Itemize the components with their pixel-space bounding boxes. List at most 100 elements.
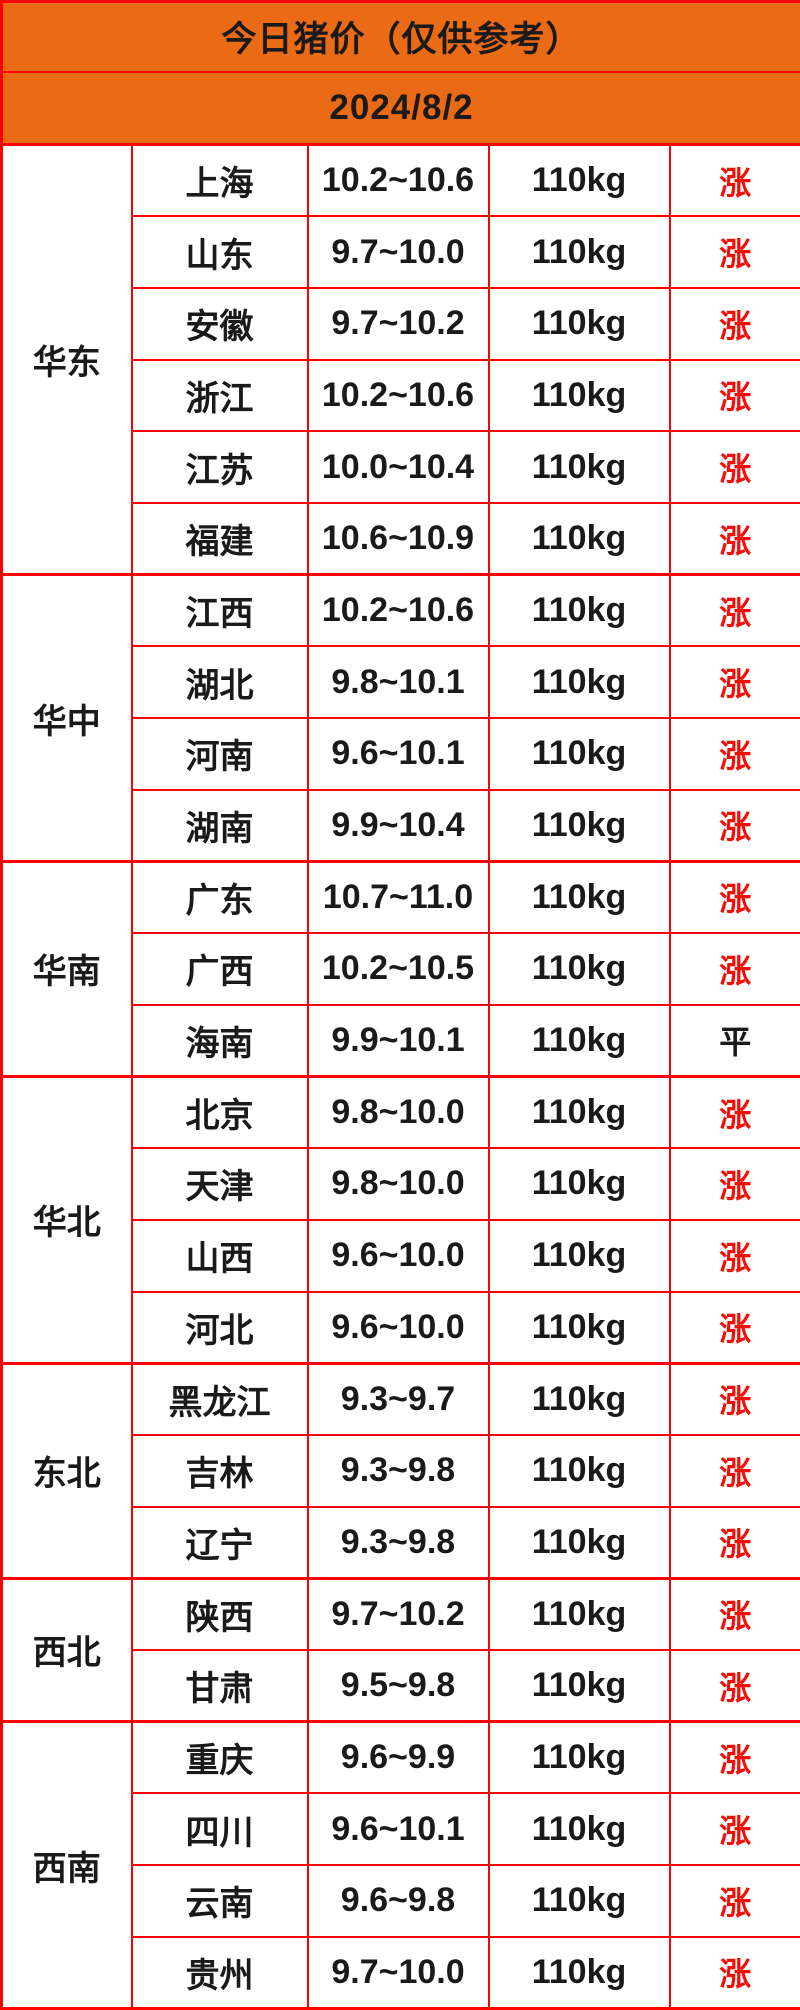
weight-cell: 110kg [489, 718, 670, 790]
province-cell: 山东 [132, 216, 308, 288]
weight-cell: 110kg [489, 1650, 670, 1722]
price-cell: 10.2~10.6 [308, 145, 489, 217]
province-cell: 广西 [132, 933, 308, 1005]
weight-cell: 110kg [489, 933, 670, 1005]
price-cell: 10.7~11.0 [308, 861, 489, 933]
region-cell: 华中 [2, 575, 132, 862]
weight-cell: 110kg [489, 1363, 670, 1435]
price-cell: 9.8~10.0 [308, 1148, 489, 1220]
status-cell: 涨 [670, 288, 800, 360]
region-cell: 西南 [2, 1722, 132, 2009]
status-cell: 涨 [670, 790, 800, 862]
province-cell: 上海 [132, 145, 308, 217]
price-cell: 9.6~9.9 [308, 1722, 489, 1794]
province-cell: 广东 [132, 861, 308, 933]
weight-cell: 110kg [489, 575, 670, 647]
date-row: 2024/8/2 [2, 72, 800, 145]
status-cell: 涨 [670, 718, 800, 790]
weight-cell: 110kg [489, 1865, 670, 1937]
price-cell: 9.6~10.1 [308, 1793, 489, 1865]
province-cell: 江苏 [132, 431, 308, 503]
price-cell: 9.9~10.1 [308, 1005, 489, 1077]
weight-cell: 110kg [489, 1435, 670, 1507]
weight-cell: 110kg [489, 861, 670, 933]
status-cell: 涨 [670, 503, 800, 575]
region-cell: 华南 [2, 861, 132, 1076]
region-cell: 东北 [2, 1363, 132, 1578]
province-cell: 贵州 [132, 1937, 308, 2009]
weight-cell: 110kg [489, 1507, 670, 1579]
province-cell: 河北 [132, 1292, 308, 1364]
province-cell: 天津 [132, 1148, 308, 1220]
province-cell: 陕西 [132, 1578, 308, 1650]
weight-cell: 110kg [489, 360, 670, 432]
status-cell: 涨 [670, 1722, 800, 1794]
price-cell: 10.2~10.6 [308, 575, 489, 647]
weight-cell: 110kg [489, 1292, 670, 1364]
price-cell: 9.6~10.0 [308, 1220, 489, 1292]
weight-cell: 110kg [489, 1578, 670, 1650]
weight-cell: 110kg [489, 1148, 670, 1220]
province-cell: 四川 [132, 1793, 308, 1865]
weight-cell: 110kg [489, 145, 670, 217]
status-cell: 涨 [670, 1220, 800, 1292]
weight-cell: 110kg [489, 288, 670, 360]
price-cell: 10.2~10.5 [308, 933, 489, 1005]
price-cell: 9.7~10.0 [308, 1937, 489, 2009]
status-cell: 平 [670, 1005, 800, 1077]
price-cell: 9.3~9.7 [308, 1363, 489, 1435]
price-cell: 9.5~9.8 [308, 1650, 489, 1722]
price-cell: 9.7~10.2 [308, 288, 489, 360]
region-cell: 华东 [2, 145, 132, 575]
province-cell: 辽宁 [132, 1507, 308, 1579]
province-cell: 黑龙江 [132, 1363, 308, 1435]
status-cell: 涨 [670, 575, 800, 647]
status-cell: 涨 [670, 1937, 800, 2009]
weight-cell: 110kg [489, 790, 670, 862]
status-cell: 涨 [670, 216, 800, 288]
status-cell: 涨 [670, 431, 800, 503]
province-cell: 浙江 [132, 360, 308, 432]
status-cell: 涨 [670, 1793, 800, 1865]
page-title: 今日猪价（仅供参考） [2, 2, 800, 72]
price-cell: 9.7~10.0 [308, 216, 489, 288]
price-cell: 9.7~10.2 [308, 1578, 489, 1650]
region-cell: 西北 [2, 1578, 132, 1721]
price-cell: 9.8~10.1 [308, 646, 489, 718]
weight-cell: 110kg [489, 1076, 670, 1148]
weight-cell: 110kg [489, 1937, 670, 2009]
status-cell: 涨 [670, 1148, 800, 1220]
weight-cell: 110kg [489, 1722, 670, 1794]
price-cell: 9.3~9.8 [308, 1435, 489, 1507]
status-cell: 涨 [670, 1076, 800, 1148]
province-cell: 重庆 [132, 1722, 308, 1794]
province-cell: 北京 [132, 1076, 308, 1148]
price-cell: 9.6~9.8 [308, 1865, 489, 1937]
weight-cell: 110kg [489, 1005, 670, 1077]
weight-cell: 110kg [489, 1793, 670, 1865]
region-cell: 华北 [2, 1076, 132, 1363]
weight-cell: 110kg [489, 1220, 670, 1292]
status-cell: 涨 [670, 1363, 800, 1435]
weight-cell: 110kg [489, 503, 670, 575]
status-cell: 涨 [670, 145, 800, 217]
weight-cell: 110kg [489, 646, 670, 718]
province-cell: 湖北 [132, 646, 308, 718]
price-cell: 10.2~10.6 [308, 360, 489, 432]
title-row: 今日猪价（仅供参考） [2, 2, 800, 72]
province-cell: 山西 [132, 1220, 308, 1292]
province-cell: 湖南 [132, 790, 308, 862]
province-cell: 安徽 [132, 288, 308, 360]
weight-cell: 110kg [489, 216, 670, 288]
province-cell: 吉林 [132, 1435, 308, 1507]
status-cell: 涨 [670, 1507, 800, 1579]
price-cell: 9.3~9.8 [308, 1507, 489, 1579]
